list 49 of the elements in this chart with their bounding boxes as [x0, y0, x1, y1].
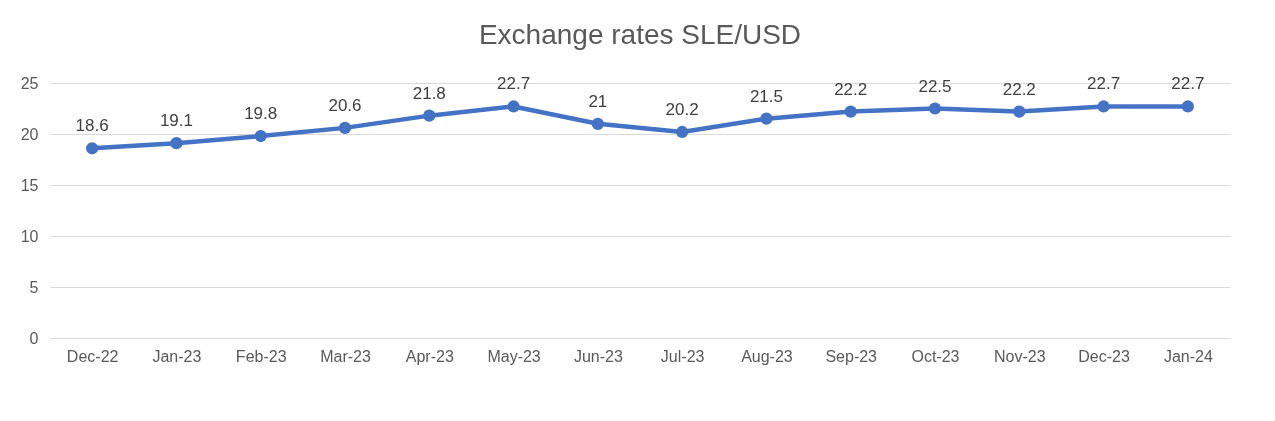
x-tick-label: Jun-23: [573, 347, 623, 365]
x-tick-label: Nov-23: [994, 347, 1046, 365]
data-label: 18.6: [75, 116, 109, 136]
y-tick-label: 10: [20, 227, 39, 245]
data-label: 19.8: [244, 104, 278, 124]
y-tick-label: 25: [20, 74, 39, 92]
point: [86, 142, 99, 155]
data-label: 20.2: [665, 99, 699, 119]
x-tick-label: Feb-23: [235, 347, 287, 365]
data-label: 22.2: [1002, 79, 1036, 99]
data-label: 22.7: [1087, 74, 1121, 94]
x-tick-label: Dec-22: [66, 347, 119, 365]
data-label: 21.8: [412, 83, 446, 103]
y-tick-label: 15: [20, 176, 39, 194]
data-label: 22.7: [497, 74, 531, 94]
data-label: 22.7: [1171, 74, 1205, 94]
point: [1013, 105, 1026, 118]
data-label: 19.1: [159, 111, 193, 131]
point: [338, 121, 352, 134]
x-tick-label: May-23: [487, 347, 541, 365]
x-tick-label: Oct-23: [911, 347, 960, 365]
point: [928, 102, 942, 115]
data-label: 21.5: [749, 86, 783, 106]
x-tick-label: Jul-23: [660, 347, 705, 365]
y-tick-label: 0: [29, 329, 39, 347]
x-tick-label: Sep-23: [825, 347, 878, 365]
y-tick-label: 20: [20, 125, 39, 143]
x-tick-label: Aug-23: [741, 347, 793, 365]
point: [760, 112, 773, 125]
point: [1181, 100, 1194, 113]
x-tick-label: Dec-23: [1078, 347, 1130, 365]
point: [254, 129, 267, 143]
data-label: 20.6: [328, 95, 362, 115]
x-tick-label: Jan-23: [152, 347, 202, 365]
point: [676, 125, 689, 139]
x-tick-label: Apr-23: [405, 347, 454, 365]
point: [591, 117, 604, 130]
data-label: 21: [588, 91, 608, 111]
x-tick-label: Jan-24: [1163, 347, 1213, 365]
data-label: 22.2: [834, 79, 868, 99]
point: [844, 105, 857, 118]
point: [423, 109, 436, 122]
data-label: 22.5: [918, 76, 952, 96]
point: [507, 100, 520, 113]
x-tick-label: Mar-23: [320, 347, 371, 365]
point: [1097, 100, 1110, 113]
chart-title: Exchange rates SLE/USD: [478, 19, 802, 50]
y-tick-label: 5: [29, 278, 39, 296]
point: [170, 137, 183, 150]
